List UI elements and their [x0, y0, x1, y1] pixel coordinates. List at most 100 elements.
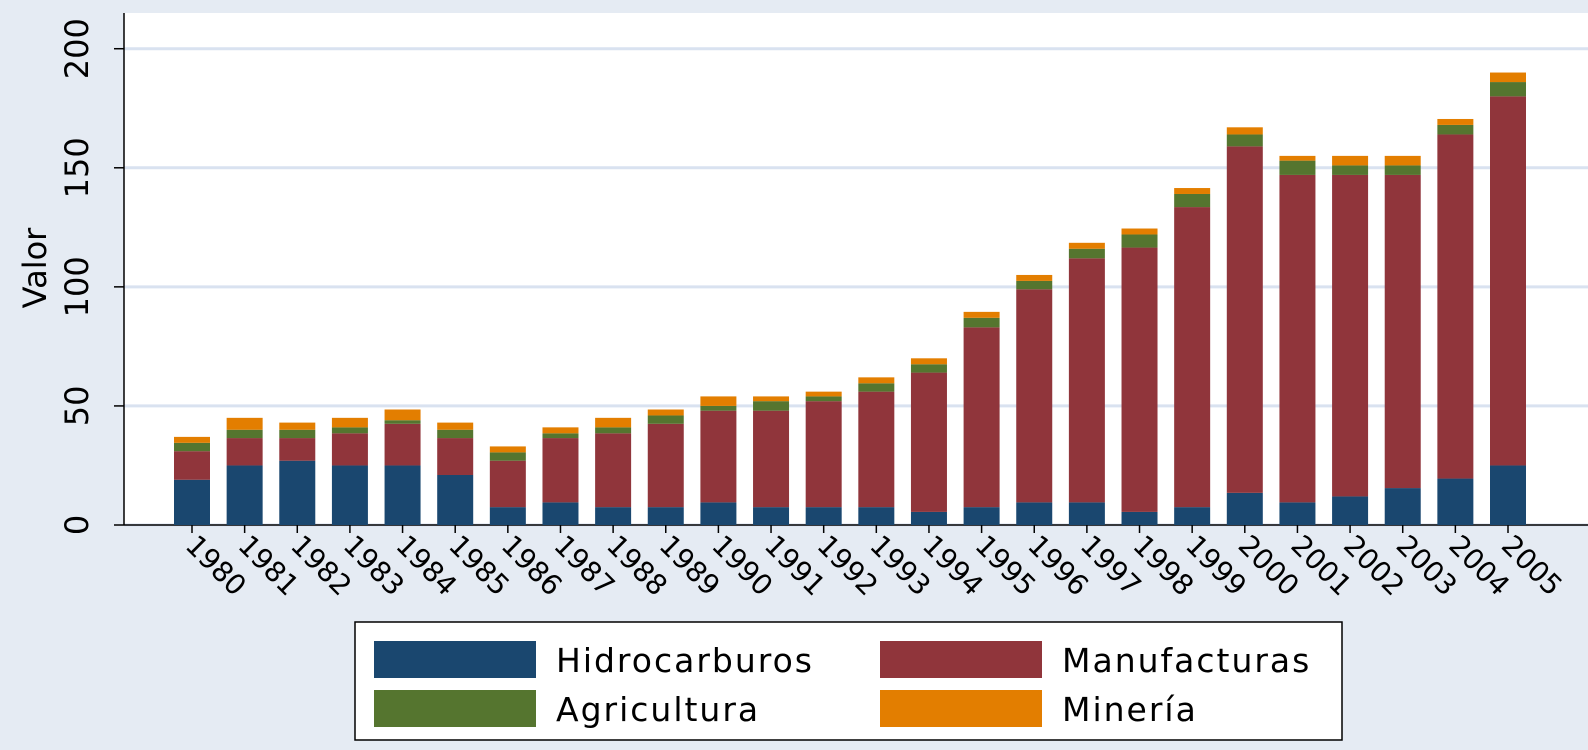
bar-segment: [331, 465, 368, 525]
bar-segment: [1332, 174, 1369, 497]
bar-segment: [226, 465, 263, 525]
legend-label: Agricultura: [556, 690, 760, 729]
bar-segment: [1384, 488, 1421, 525]
bar-segment: [1490, 96, 1526, 466]
bar-segment: [1121, 511, 1158, 525]
bar-segment: [489, 507, 526, 525]
bar-segment: [647, 409, 684, 416]
bar-segment: [437, 422, 474, 430]
y-tick-label: 0: [58, 515, 96, 535]
y-tick-label: 100: [58, 256, 96, 317]
bar-segment: [1068, 502, 1105, 525]
bar-segment: [595, 427, 632, 434]
bar-segment: [1332, 155, 1369, 166]
bar-segment: [1437, 124, 1474, 135]
y-tick-label: 150: [58, 137, 96, 198]
bar-segment: [1279, 174, 1316, 503]
bar-segment: [226, 438, 263, 466]
bar-segment: [437, 438, 474, 475]
bar-segment: [1068, 242, 1105, 249]
bar-segment: [489, 446, 526, 453]
bar-segment: [1332, 165, 1369, 175]
bar-segment: [647, 507, 684, 525]
bar-segment: [174, 479, 210, 525]
bar-segment: [858, 377, 895, 384]
bar-segment: [384, 423, 421, 466]
bar-segment: [753, 401, 790, 411]
bar-segment: [384, 420, 421, 424]
legend-label: Hidrocarburos: [556, 641, 814, 680]
bar-segment: [963, 507, 1000, 525]
bar-segment: [805, 401, 842, 508]
y-tick-label: 50: [58, 386, 96, 427]
bar-segment: [753, 507, 790, 525]
bar-segment: [437, 429, 474, 439]
bar-segment: [1332, 496, 1369, 525]
bar-segment: [963, 327, 1000, 508]
legend-swatch: [880, 690, 1042, 727]
bar-segment: [700, 396, 737, 406]
bar-segment: [226, 429, 263, 439]
bar-segment: [174, 442, 210, 452]
bar-segment: [174, 436, 210, 443]
bar-segment: [331, 417, 368, 428]
bar-segment: [542, 433, 579, 439]
bar-segment: [700, 410, 737, 503]
y-axis-title: Valor: [16, 227, 54, 308]
bar-segment: [1384, 165, 1421, 175]
bar-segment: [910, 364, 947, 373]
bar-segment: [595, 417, 632, 428]
bar-segment: [542, 438, 579, 503]
bar-segment: [1490, 72, 1526, 83]
bar-segment: [1016, 289, 1053, 503]
bar-segment: [647, 423, 684, 508]
bar-segment: [1384, 174, 1421, 489]
bar-segment: [1437, 134, 1474, 479]
bar-segment: [1174, 207, 1211, 508]
bar-segment: [910, 372, 947, 512]
bar-segment: [1490, 465, 1526, 525]
bar-segment: [858, 507, 895, 525]
bar-segment: [1384, 155, 1421, 166]
bar-segment: [279, 438, 316, 461]
bar-segment: [595, 507, 632, 525]
bar-segment: [437, 474, 474, 525]
bar-segment: [1279, 502, 1316, 525]
bar-segment: [489, 460, 526, 508]
bar-segment: [1226, 127, 1263, 135]
bar-segment: [331, 427, 368, 434]
bar-segment: [1490, 82, 1526, 97]
bar-segment: [331, 433, 368, 466]
bar-segment: [910, 511, 947, 525]
bar-segment: [279, 422, 316, 430]
bar-segment: [279, 429, 316, 439]
bar-segment: [174, 451, 210, 480]
legend-swatch: [880, 641, 1042, 678]
bar-segment: [1226, 146, 1263, 493]
bar-segment: [1226, 134, 1263, 147]
bar-segment: [1279, 160, 1316, 175]
bar-segment: [1016, 274, 1053, 281]
bar-segment: [963, 311, 1000, 318]
bar-segment: [595, 433, 632, 508]
bar-segment: [542, 502, 579, 525]
bar-segment: [279, 460, 316, 525]
bar-segment: [1174, 507, 1211, 525]
legend-swatch: [374, 641, 536, 678]
bar-segment: [858, 383, 895, 392]
legend-label: Minería: [1062, 690, 1198, 729]
legend-swatch: [374, 690, 536, 727]
y-tick-label: 200: [58, 18, 96, 79]
bar-segment: [805, 396, 842, 402]
bar-segment: [700, 502, 737, 525]
bar-segment: [1016, 502, 1053, 525]
bar-segment: [1121, 228, 1158, 235]
bar-segment: [1016, 280, 1053, 290]
bar-segment: [1437, 118, 1474, 125]
bar-segment: [753, 410, 790, 508]
bar-segment: [1121, 234, 1158, 248]
bar-segment: [1068, 248, 1105, 259]
bar-segment: [858, 391, 895, 508]
bar-segment: [910, 358, 947, 365]
